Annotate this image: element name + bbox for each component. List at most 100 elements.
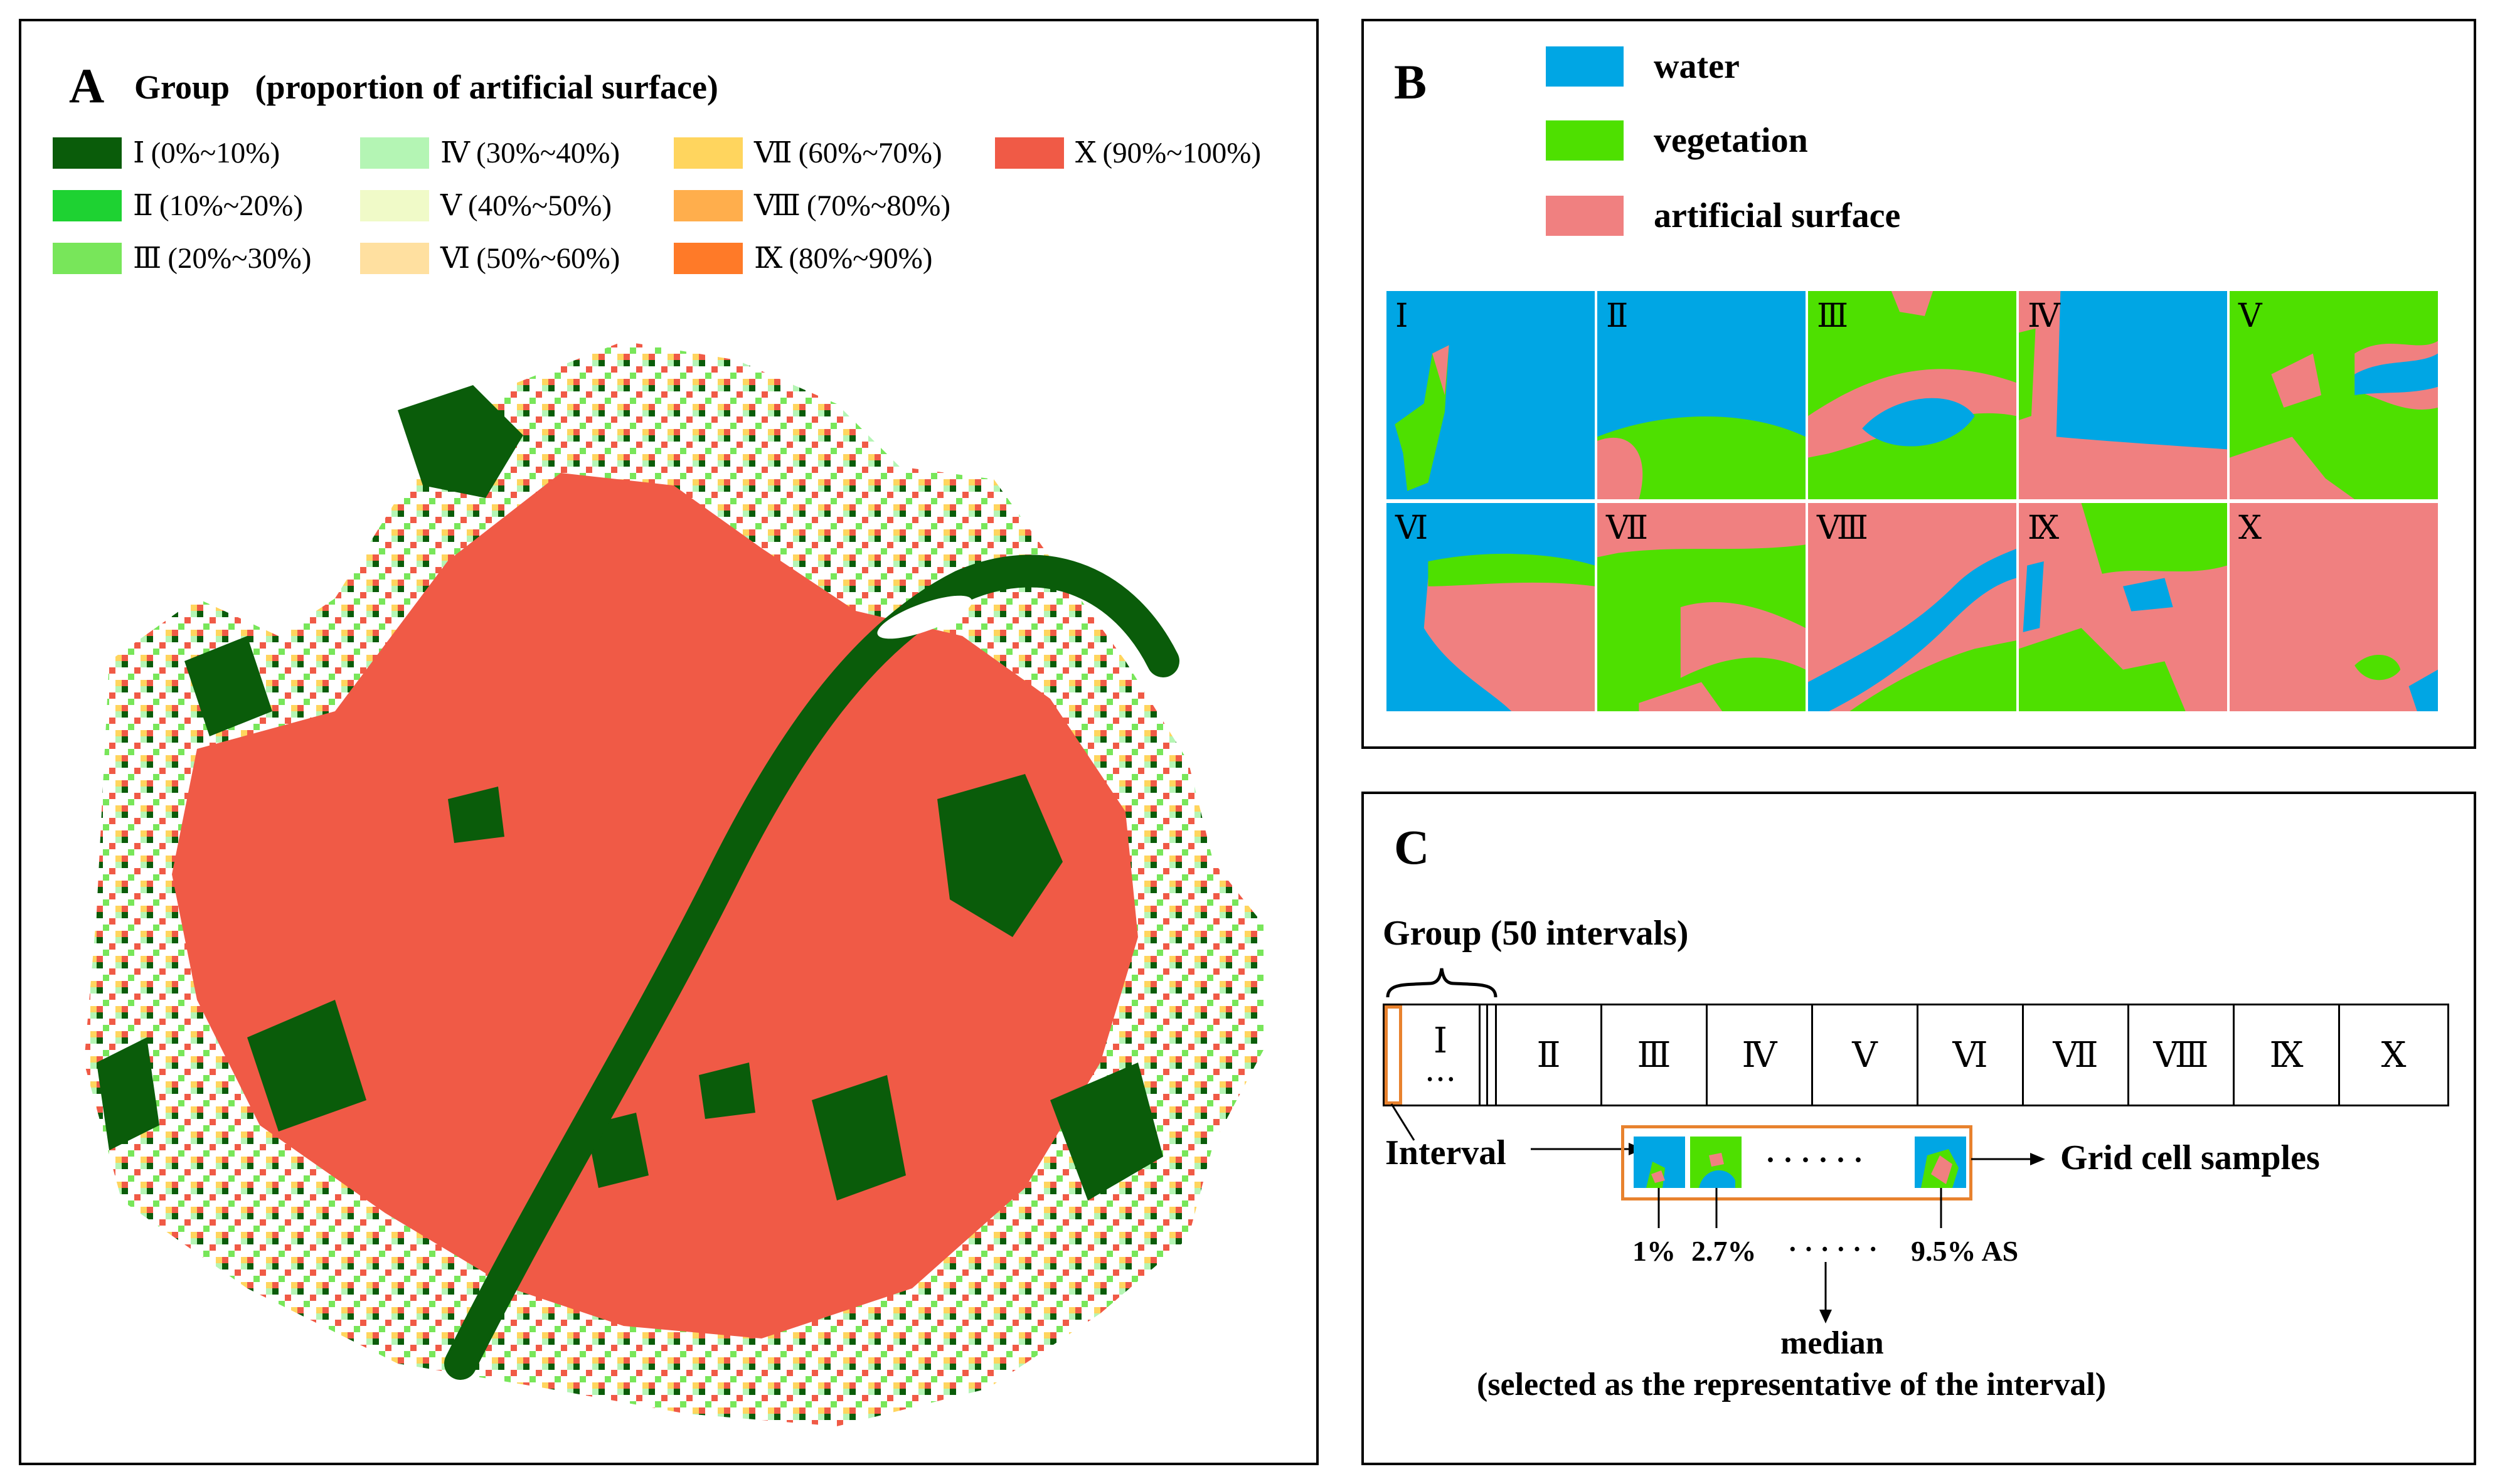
legend-roman: Ⅹ [1075,137,1097,169]
interval-label: Interval [1385,1133,1506,1172]
legend-water-label: water [1654,47,1740,86]
sample-tile-label: Ⅵ [1395,511,1428,546]
panel-a-label: A [69,58,105,113]
sample-tile-3: Ⅲ [1808,291,2016,499]
panel-c: C Group (50 intervals) Ⅰ • • • Ⅱ Ⅲ Ⅳ Ⅴ Ⅵ Ⅶ Ⅷ Ⅸ Ⅹ I… [1361,792,2476,1465]
legend-roman: Ⅳ [440,137,470,169]
legend-group-10: Ⅹ (90%~100%) [995,135,1261,170]
group-cell-1: Ⅰ • • • [1402,1005,1479,1105]
legend-group-7: Ⅶ (60%~70%) [674,135,942,170]
sample-cell-2 [1690,1137,1742,1188]
group-cell-5: Ⅴ [1811,1005,1917,1105]
group-cell-label: Ⅸ [2269,1036,2304,1075]
legend-roman: Ⅶ [754,137,792,169]
legend-group-1: Ⅰ (0%~10%) [53,135,280,170]
city-map [84,341,1263,1426]
panel-c-label: C [1394,820,1430,874]
legend-range: (30%~40%) [476,136,620,169]
sample-cell-3 [1915,1137,1966,1188]
group-swatch-2 [53,189,122,221]
group-cell-label: Ⅲ [1637,1036,1671,1075]
first-group-inner-line-1 [1479,1005,1481,1105]
sample-tile-5: Ⅴ [2230,291,2438,499]
legend-range: (90%~100%) [1102,136,1262,169]
brace-icon [1386,968,1498,998]
panel-a: A Group (proportion of artificial surfac… [19,19,1319,1465]
sample-tile-10: Ⅹ [2230,503,2438,711]
river-island [877,595,972,639]
group-cell-3: Ⅲ [1600,1005,1706,1105]
group-cell-label: Ⅱ [1536,1036,1561,1075]
sample-tile-8: Ⅷ [1808,503,2016,711]
sample-tile-1: Ⅰ [1386,291,1595,499]
legend-roman: Ⅷ [754,189,801,222]
sample-tile-label: Ⅱ [1606,299,1629,334]
group-swatch-1 [53,137,122,169]
legend-range: (70%~80%) [807,189,951,222]
legend-group-6: Ⅵ (50%~60%) [360,241,620,275]
group-cell-6: Ⅵ [1917,1005,2022,1105]
group-swatch-3 [53,242,122,274]
group-swatch-4 [360,137,429,169]
legend-group-8: Ⅷ (70%~80%) [674,188,950,223]
panel-b: B water vegetation artificial surface Ⅰ Ⅱ… [1361,19,2476,749]
samples-box [1621,1125,1972,1200]
legend-roman: Ⅲ [133,242,162,275]
legend-roman: Ⅴ [440,189,462,222]
sample-value-1: 1% [1632,1235,1676,1267]
group-swatch-7 [674,137,743,169]
sample-tile-label: Ⅲ [1817,299,1849,334]
group-cell-label: Ⅷ [2153,1036,2209,1075]
group-swatch-5 [360,189,429,221]
sample-tile-4: Ⅳ [2019,291,2227,499]
legend-range: (50%~60%) [476,241,620,275]
sample-dots-2: · · · · · · [1788,1234,1878,1264]
legend-vegetation-label: vegetation [1654,121,1808,160]
median-note: (selected as the representative of the i… [1477,1367,2107,1402]
group-cell-8: Ⅷ [2127,1005,2233,1105]
sample-tile-6: Ⅵ [1386,503,1595,711]
panel-b-label: B [1394,55,1427,109]
artificial-core [172,473,1138,1338]
group-cell-9: Ⅸ [2233,1005,2338,1105]
group-swatch-9 [674,242,743,274]
group-cell-7: Ⅶ [2022,1005,2127,1105]
vegetation-swatch [1546,120,1624,161]
group-cell-label: Ⅵ [1952,1036,1988,1075]
legend-range: (10%~20%) [159,189,303,222]
group-swatch-10 [995,137,1064,169]
artificial-swatch [1546,196,1624,236]
sample-tile-label: Ⅶ [1606,511,1649,546]
legend-range: (0%~10%) [151,136,280,169]
sample-tile-label: Ⅷ [1817,511,1868,546]
legend-water: water [1546,46,1740,87]
sample-tile-label: Ⅳ [2028,299,2060,334]
interval-leader [1390,1103,1644,1155]
group-cell-10: Ⅹ [2338,1005,2447,1105]
sample-tile-label: Ⅹ [2238,511,2262,546]
legend-roman: Ⅱ [133,189,153,222]
sample-value-2: 2.7% [1691,1235,1757,1267]
legend-group-9: Ⅸ (80%~90%) [674,241,932,275]
grid-cell-samples-label: Grid cell samples [2060,1138,2320,1177]
sample-tile-label: Ⅰ [1395,299,1408,334]
first-group-inner-line-2 [1486,1005,1488,1105]
group-cell-label: Ⅹ [2381,1036,2407,1075]
group-cell-label: Ⅶ [2053,1036,2099,1075]
legend-group-5: Ⅴ (40%~50%) [360,188,612,223]
sample-tile-2: Ⅱ [1597,291,1806,499]
group-bar: Ⅰ • • • Ⅱ Ⅲ Ⅳ Ⅴ Ⅵ Ⅶ Ⅷ Ⅸ Ⅹ [1383,1004,2449,1106]
group-cell-ellipsis: • • • [1427,1069,1454,1089]
group-cell-2: Ⅱ [1495,1005,1600,1105]
median-arrow [1819,1262,1832,1323]
legend-group-4: Ⅳ (30%~40%) [360,135,620,170]
legend-roman: Ⅵ [440,242,471,275]
legend-range: (60%~70%) [798,136,942,169]
legend-artificial: artificial surface [1546,196,1900,236]
legend-group-3: Ⅲ (20%~30%) [53,241,311,275]
legend-range: (80%~90%) [789,241,933,275]
legend-roman: Ⅸ [754,242,783,275]
legend-roman: Ⅰ [133,137,145,169]
group-swatch-6 [360,242,429,274]
interval-marker [1385,1005,1402,1105]
